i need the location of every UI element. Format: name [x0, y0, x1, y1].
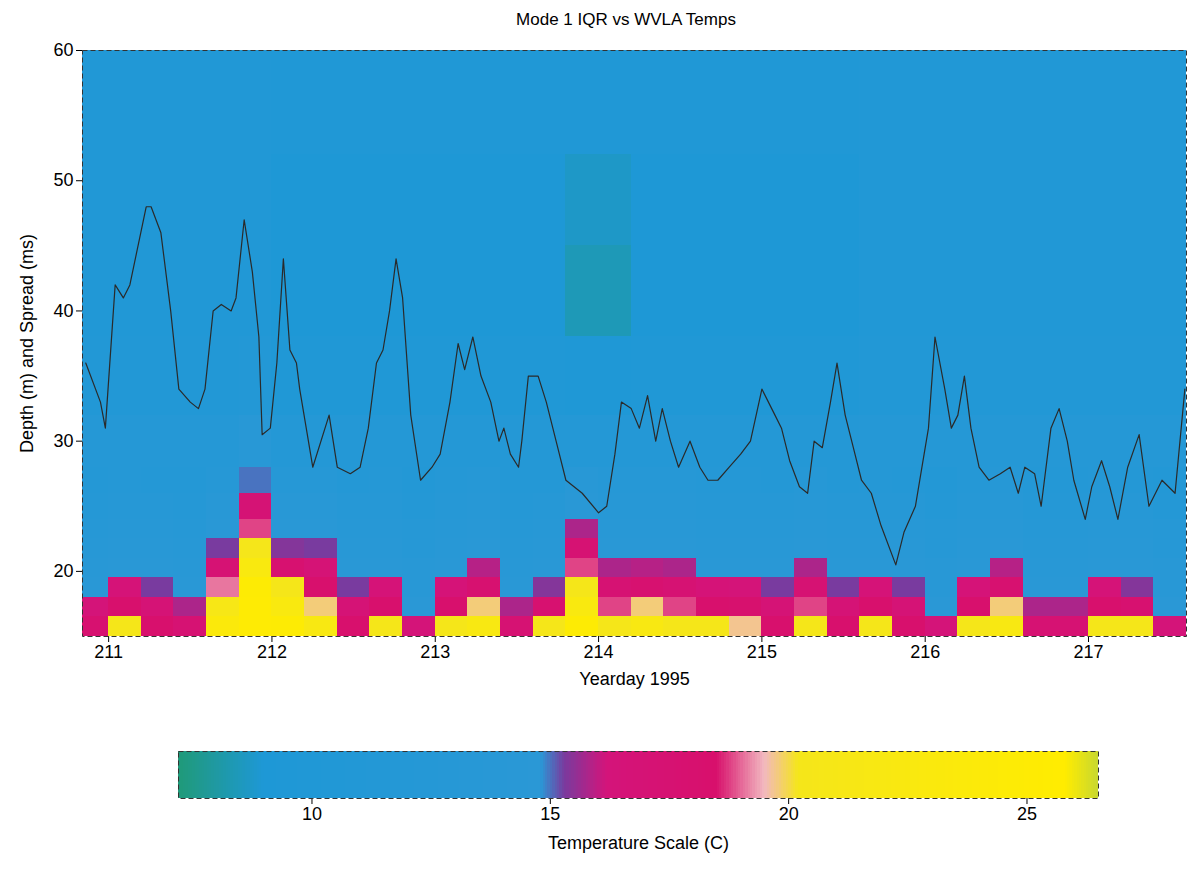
svg-text:Depth (m) and Spread (ms): Depth (m) and Spread (ms) [17, 234, 37, 453]
html-text:Mode 1 IQR vs WVLA Temps: Mode 1 IQR vs WVLA Temps [516, 10, 736, 29]
svg-text:25: 25 [1017, 804, 1037, 824]
svg-text:30: 30 [53, 431, 73, 451]
svg-text:216: 216 [910, 642, 940, 662]
svg-text:20: 20 [779, 804, 799, 824]
svg-text:217: 217 [1073, 642, 1103, 662]
svg-text:60: 60 [53, 40, 73, 60]
svg-text:215: 215 [747, 642, 777, 662]
svg-text:10: 10 [302, 804, 322, 824]
svg-text:212: 212 [257, 642, 287, 662]
svg-text:211: 211 [94, 642, 123, 662]
svg-text:213: 213 [420, 642, 450, 662]
svg-text:20: 20 [53, 561, 73, 581]
svg-text:40: 40 [53, 301, 73, 321]
svg-text:Yearday 1995: Yearday 1995 [579, 669, 689, 689]
svg-text:214: 214 [584, 642, 614, 662]
svg-text:Temperature Scale (C): Temperature Scale (C) [548, 833, 729, 853]
svg-text:50: 50 [53, 170, 73, 190]
svg-text:15: 15 [540, 804, 560, 824]
